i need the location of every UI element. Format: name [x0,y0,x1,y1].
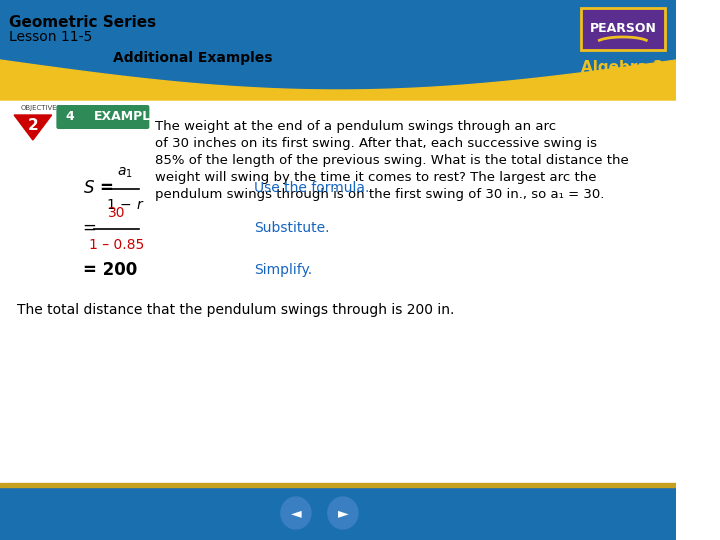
Text: ►: ► [338,506,348,520]
Text: $1\,-\,r$: $1\,-\,r$ [106,198,144,212]
Text: $a_1$: $a_1$ [117,166,132,180]
Text: 2: 2 [27,118,38,133]
Text: Lesson 11-5: Lesson 11-5 [9,30,93,44]
Text: Substitute.: Substitute. [253,221,329,235]
FancyBboxPatch shape [56,105,149,129]
Text: Algebra 2: Algebra 2 [582,60,665,75]
Bar [0,0,676,100]
Text: 1 – 0.85: 1 – 0.85 [89,238,144,252]
Text: =: = [83,219,96,237]
Circle shape [281,497,311,529]
Text: PEARSON: PEARSON [590,23,656,36]
Text: The weight at the end of a pendulum swings through an arc: The weight at the end of a pendulum swin… [155,120,556,133]
Text: of 30 inches on its first swing. After that, each successive swing is: of 30 inches on its first swing. After t… [155,137,597,150]
Bar [0,485,676,540]
Text: Use the formula.: Use the formula. [253,181,369,195]
Text: 30: 30 [108,206,125,220]
Text: EXAMPLE: EXAMPLE [94,111,160,124]
Bar [0,100,676,485]
Polygon shape [14,115,52,140]
Polygon shape [0,60,676,100]
Text: 85% of the length of the previous swing. What is the total distance the: 85% of the length of the previous swing.… [155,154,629,167]
Circle shape [328,497,358,529]
Text: OBJECTIVE: OBJECTIVE [21,105,58,111]
Text: weight will swing by the time it comes to rest? The largest arc the: weight will swing by the time it comes t… [155,171,596,184]
Text: The total distance that the pendulum swings through is 200 in.: The total distance that the pendulum swi… [17,303,454,317]
Text: Geometric Series: Geometric Series [9,15,156,30]
Text: 4: 4 [66,111,74,124]
Text: pendulum swings through is on the first swing of 30 in., so a₁ = 30.: pendulum swings through is on the first … [155,188,604,201]
FancyBboxPatch shape [580,8,665,50]
Text: Additional Examples: Additional Examples [113,51,272,65]
Bar [0,483,676,487]
Text: ◄: ◄ [291,506,301,520]
Text: $\mathit{S}$ =: $\mathit{S}$ = [83,179,113,197]
Text: = 200: = 200 [83,261,137,279]
Text: Simplify.: Simplify. [253,263,312,277]
